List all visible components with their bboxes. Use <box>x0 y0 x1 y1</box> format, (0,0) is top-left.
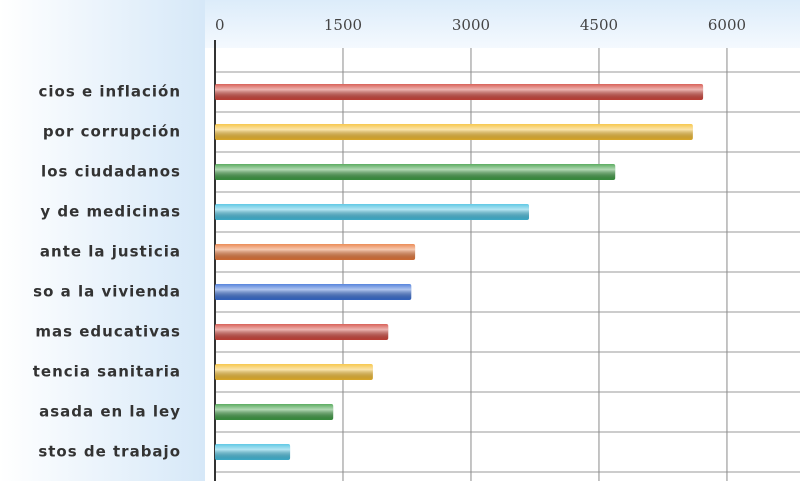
axis-strip <box>205 0 800 48</box>
y-tick-label: por corrupción <box>43 123 181 141</box>
y-tick-label: tencia sanitaria <box>33 363 181 381</box>
plot-area <box>205 0 800 481</box>
bar-shine <box>215 244 416 260</box>
x-tick-label: 1500 <box>324 16 362 34</box>
label-panel <box>0 0 205 481</box>
y-tick-label: los ciudadanos <box>41 163 181 181</box>
bar-shine <box>215 364 373 380</box>
bar-shine <box>215 284 412 300</box>
bar-shine <box>215 324 389 340</box>
y-tick-label: y de medicinas <box>40 203 181 221</box>
bar-shine <box>215 204 530 220</box>
x-tick-label: 3000 <box>452 16 490 34</box>
y-tick-label: asada en la ley <box>39 403 181 421</box>
y-tick-label: mas educativas <box>35 323 181 341</box>
bar-shine <box>215 164 616 180</box>
y-tick-label: stos de trabajo <box>38 443 181 461</box>
x-tick-label: 4500 <box>580 16 618 34</box>
x-tick-label: 6000 <box>708 16 746 34</box>
y-tick-label: ante la justicia <box>40 243 181 261</box>
bar-shine <box>215 404 334 420</box>
y-tick-label: so a la vivienda <box>33 283 181 301</box>
bar-shine <box>215 84 704 100</box>
bar-shine <box>215 124 693 140</box>
y-tick-label: cios e inflación <box>38 83 181 101</box>
x-tick-label: 0 <box>215 16 225 34</box>
bar-shine <box>215 444 291 460</box>
